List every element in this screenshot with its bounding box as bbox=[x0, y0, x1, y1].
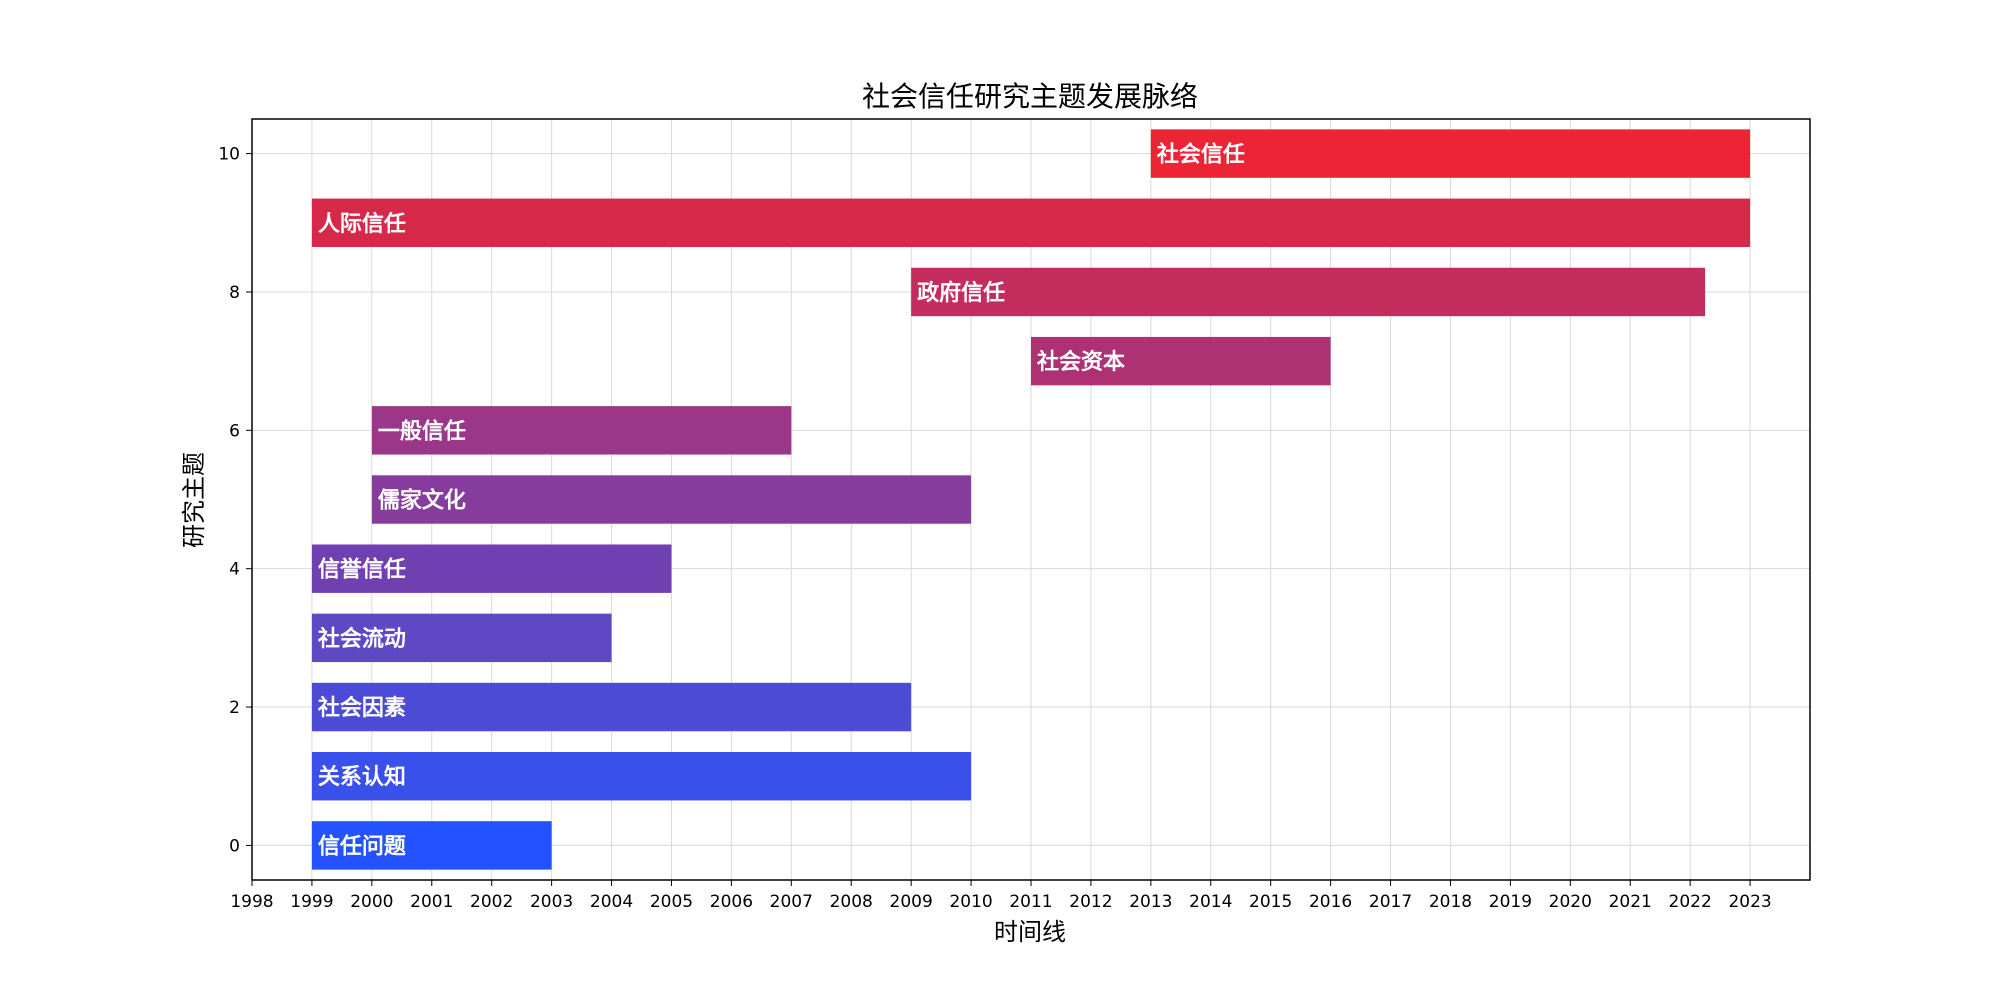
x-tick-label: 2004 bbox=[590, 892, 633, 912]
bar-label: 信任问题 bbox=[318, 833, 407, 859]
chart-title: 社会信任研究主题发展脉络 bbox=[862, 80, 1198, 113]
plot-frame bbox=[251, 118, 1811, 881]
bar-label: 儒家文化 bbox=[378, 488, 466, 514]
y-axis-title: 研究主题 bbox=[180, 452, 208, 548]
x-tick-label: 2010 bbox=[949, 892, 992, 912]
x-tick-label: 2016 bbox=[1309, 892, 1352, 912]
bar-0 bbox=[311, 821, 552, 870]
x-tick-label: 2002 bbox=[470, 892, 513, 912]
bar-label: 社会资本 bbox=[1037, 349, 1125, 375]
x-tick-label: 2001 bbox=[410, 892, 453, 912]
x-tick-label: 1998 bbox=[230, 892, 273, 912]
bars-layer: 信任问题 关系认知 社会因素 社会流动 信誉信任 儒家文化 一般信任 社会资本 政府信任 人际信任… bbox=[311, 129, 1751, 870]
bar-10 bbox=[1150, 129, 1751, 178]
x-tick-label: 2005 bbox=[650, 892, 693, 912]
bar-3 bbox=[311, 613, 612, 663]
x-tick-label: 2006 bbox=[710, 892, 753, 912]
bar-label: 一般信任 bbox=[378, 418, 466, 444]
bar-label: 人际信任 bbox=[318, 211, 406, 237]
x-tick-label: 2013 bbox=[1129, 892, 1172, 912]
bar-7 bbox=[1031, 336, 1331, 386]
x-tick-label: 2015 bbox=[1249, 892, 1292, 912]
x-tick-label: 2023 bbox=[1728, 892, 1771, 912]
bar-4 bbox=[311, 544, 672, 593]
x-tick-label: 2003 bbox=[530, 892, 573, 912]
bar-5 bbox=[371, 475, 972, 524]
bar-8 bbox=[911, 267, 1706, 317]
bar-1 bbox=[311, 752, 972, 801]
y-tick-label: 6 bbox=[229, 421, 240, 441]
x-tick-label: 2018 bbox=[1429, 892, 1472, 912]
bar-label: 关系认知 bbox=[318, 764, 406, 790]
x-tick-label: 2008 bbox=[830, 892, 873, 912]
y-tick-label: 8 bbox=[229, 283, 240, 303]
x-tick-label: 2020 bbox=[1549, 892, 1592, 912]
y-tick-label: 10 bbox=[218, 145, 240, 165]
x-tick-label: 2021 bbox=[1609, 892, 1652, 912]
y-tick-label: 2 bbox=[229, 698, 240, 718]
x-tick-label: 2000 bbox=[350, 892, 393, 912]
x-tick-label: 2017 bbox=[1369, 892, 1412, 912]
y-tick-label: 0 bbox=[229, 836, 240, 856]
bar-label: 社会信任 bbox=[1157, 142, 1245, 168]
y-tick-label: 4 bbox=[229, 560, 240, 580]
x-tick-label: 2009 bbox=[890, 892, 933, 912]
x-tick-label: 1999 bbox=[290, 892, 333, 912]
bar-label: 信誉信任 bbox=[318, 557, 406, 583]
bar-9 bbox=[311, 198, 1751, 247]
x-tick-label: 2007 bbox=[770, 892, 813, 912]
bar-label: 社会因素 bbox=[318, 695, 406, 721]
bar-label: 社会流动 bbox=[318, 626, 406, 652]
ticks-layer: 1998 1999 2000 2001 2002 2003 2004 2005 2006 2007… bbox=[218, 145, 1771, 912]
x-tick-label: 2014 bbox=[1189, 892, 1232, 912]
bar-2 bbox=[311, 682, 912, 732]
bar-6 bbox=[371, 406, 792, 455]
bar-label: 政府信任 bbox=[917, 280, 1005, 306]
x-tick-label: 2012 bbox=[1069, 892, 1112, 912]
x-tick-label: 2019 bbox=[1489, 892, 1532, 912]
x-tick-label: 2011 bbox=[1009, 892, 1052, 912]
x-axis-title: 时间线 bbox=[994, 918, 1066, 946]
x-tick-label: 2022 bbox=[1669, 892, 1712, 912]
